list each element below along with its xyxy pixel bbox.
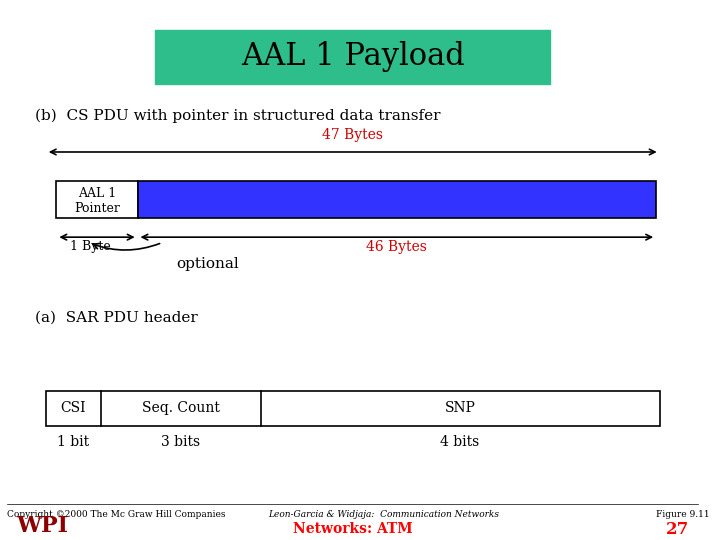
Text: 46 Bytes: 46 Bytes [366, 240, 427, 254]
Text: 47 Bytes: 47 Bytes [323, 129, 383, 143]
Text: CSI: CSI [60, 401, 86, 415]
Text: 1 Byte: 1 Byte [70, 240, 110, 253]
Text: optional: optional [176, 257, 239, 271]
Text: Networks: ATM: Networks: ATM [293, 522, 413, 536]
Bar [46, 391, 660, 426]
Text: 27: 27 [665, 521, 689, 538]
Bar [56, 180, 138, 218]
Text: AAL 1: AAL 1 [78, 187, 116, 200]
Text: Seq. Count: Seq. Count [142, 401, 220, 415]
Text: (a)  SAR PDU header: (a) SAR PDU header [35, 311, 198, 325]
FancyBboxPatch shape [156, 30, 550, 84]
Text: SNP: SNP [445, 401, 475, 415]
Text: Pointer: Pointer [74, 202, 120, 215]
Text: (b)  CS PDU with pointer in structured data transfer: (b) CS PDU with pointer in structured da… [35, 109, 441, 123]
Text: 4 bits: 4 bits [441, 435, 480, 449]
Text: 1 bit: 1 bit [58, 435, 89, 449]
Text: Copyright ©2000 The Mc Graw Hill Companies: Copyright ©2000 The Mc Graw Hill Compani… [7, 510, 225, 519]
Text: 3 bits: 3 bits [161, 435, 200, 449]
Text: WPI: WPI [17, 515, 68, 537]
Text: AAL 1 Payload: AAL 1 Payload [241, 41, 464, 72]
Bar [138, 180, 656, 218]
Text: Leon-Garcia & Widjaja:  Communication Networks: Leon-Garcia & Widjaja: Communication Net… [268, 510, 499, 519]
Text: Figure 9.11: Figure 9.11 [656, 510, 710, 519]
